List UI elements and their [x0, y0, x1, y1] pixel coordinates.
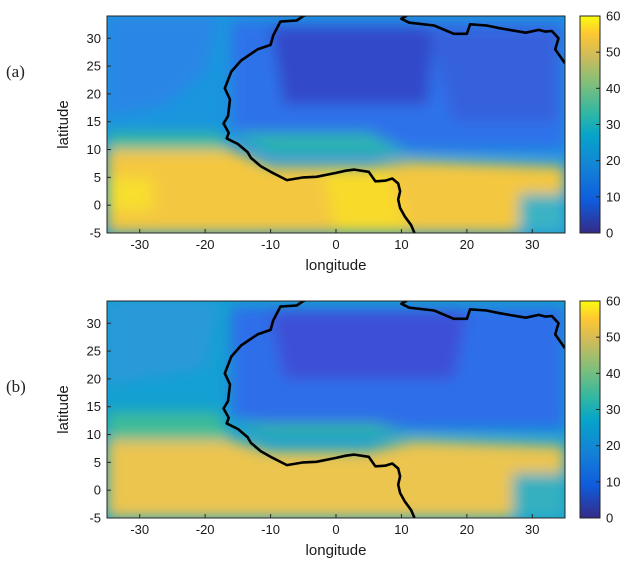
y-tick-label: 30: [87, 31, 101, 46]
x-tick-label: 10: [394, 522, 408, 537]
y-tick-label: 5: [94, 455, 101, 470]
colorbar-tick-label: 30: [606, 117, 620, 132]
y-tick-label: 0: [94, 198, 101, 213]
colorbar-tick-label: 50: [606, 330, 620, 345]
x-tick-label: -30: [130, 522, 149, 537]
colorbar-tick-label: 20: [606, 153, 620, 168]
heatmap-region-3: [107, 440, 565, 518]
heatmap-region-9: [231, 132, 415, 156]
colorbar-tick-label: 0: [606, 226, 613, 241]
heatmap-region-7: [512, 473, 565, 518]
colorbar-tick-label: 60: [606, 294, 620, 309]
panel-label-a: (a): [6, 62, 25, 81]
y-tick-label: -5: [89, 511, 101, 526]
y-tick-label: 10: [87, 427, 101, 442]
heatmap-region-5: [322, 171, 408, 233]
x-tick-label: 0: [332, 522, 339, 537]
y-axis-label: latitude: [55, 385, 72, 433]
y-tick-label: 30: [87, 316, 101, 331]
y-axis-label: latitude: [55, 100, 72, 148]
chart-panel-a: -30 -20 -10 0 10 20 30 -5 0 5 10 15 20 25 30 longitude l…: [55, 9, 620, 275]
x-tick-label: -10: [261, 237, 280, 252]
heatmap-region-4: [107, 177, 153, 211]
heatmap-region-7: [270, 27, 435, 106]
y-tick-label: 15: [87, 399, 101, 414]
x-axis-label: longitude: [306, 542, 367, 559]
y-tick-label: 25: [87, 59, 101, 74]
y-tick-label: 25: [87, 344, 101, 359]
x-axis-label: longitude: [306, 257, 367, 274]
coastline-mediterranean: [303, 301, 565, 350]
heatmap-field: [107, 301, 565, 518]
coastline-west-africa: [222, 16, 416, 233]
colorbar-tick-label: 30: [606, 402, 620, 417]
colorbar-tick-label: 50: [606, 45, 620, 60]
heatmap-blobs: [107, 16, 565, 233]
x-tick-label: -20: [196, 237, 215, 252]
colorbar-tick-label: 10: [606, 189, 620, 204]
x-tick-label: -30: [130, 237, 149, 252]
panel-label-b: (b): [6, 377, 26, 396]
heatmap-region-1: [107, 16, 219, 117]
heatmap-region-2: [107, 132, 232, 150]
x-tick-label: 30: [525, 237, 539, 252]
x-tick-label: 10: [394, 237, 408, 252]
y-tick-label: 10: [87, 142, 101, 157]
y-tick-label: 20: [87, 371, 101, 386]
heatmap-region-5: [270, 312, 467, 379]
heatmap-blobs: [107, 301, 565, 518]
heatmap-field: [107, 16, 565, 233]
x-tick-label: 20: [460, 522, 474, 537]
colorbar-tick-label: 10: [606, 474, 620, 489]
heatmap-region-8: [427, 27, 559, 122]
colorbar-tick-label: 40: [606, 81, 620, 96]
colorbar-tick-label: 60: [606, 9, 620, 24]
coastline-mediterranean: [303, 16, 565, 65]
y-tick-label: 15: [87, 114, 101, 129]
chart-panel-b: -30 -20 -10 0 10 20 30 -5 0 5 10 15 20 25 30 longitude l…: [55, 294, 620, 560]
y-tick-label: 20: [87, 86, 101, 101]
heatmap-region-2: [107, 412, 232, 441]
colorbar-tick-label: 40: [606, 366, 620, 381]
heatmap-region-1: [107, 301, 219, 385]
y-tick-label: 5: [94, 170, 101, 185]
heatmap-region-10: [519, 194, 565, 233]
y-tick-label: 0: [94, 483, 101, 498]
x-tick-label: -10: [261, 522, 280, 537]
y-tick-label: -5: [89, 226, 101, 241]
colorbar-tick-label: 0: [606, 511, 613, 526]
x-tick-label: 30: [525, 522, 539, 537]
colorbar-tick-label: 20: [606, 438, 620, 453]
x-tick-label: 20: [460, 237, 474, 252]
heatmap-region-6: [231, 423, 415, 435]
x-tick-label: 0: [332, 237, 339, 252]
coastline-west-africa: [222, 301, 416, 518]
x-tick-label: -20: [196, 522, 215, 537]
